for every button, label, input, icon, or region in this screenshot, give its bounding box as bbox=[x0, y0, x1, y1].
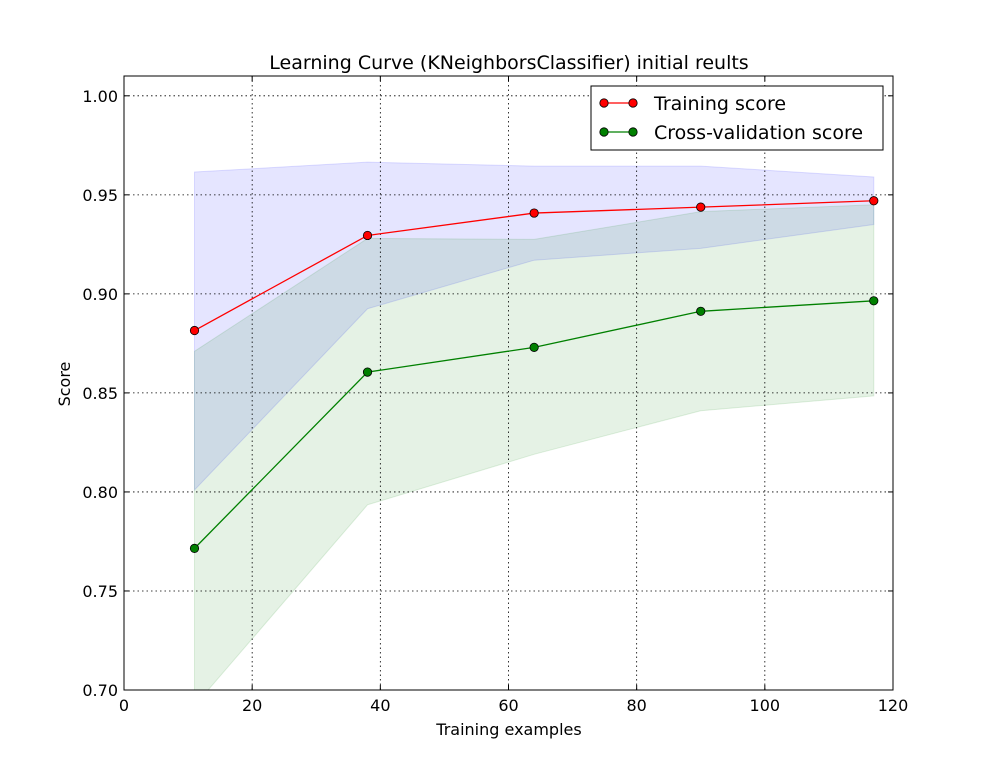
x-axis-ticks: 0 20 40 60 80 100 120 bbox=[119, 76, 908, 715]
x-tick-label: 20 bbox=[242, 696, 262, 715]
y-axis-title: Score bbox=[55, 362, 74, 407]
legend-label-cv: Cross-validation score bbox=[654, 122, 863, 144]
y-axis-ticks: 0.70 0.75 0.80 0.85 0.90 0.95 1.00 bbox=[82, 87, 893, 700]
data-point-training bbox=[529, 208, 539, 218]
data-point-training bbox=[362, 230, 373, 241]
legend-marker-training-left bbox=[599, 98, 609, 108]
data-point-training bbox=[869, 196, 879, 206]
band-training bbox=[193, 161, 875, 492]
data-point-cv bbox=[189, 543, 200, 553]
y-tick-label: 1.00 bbox=[82, 87, 118, 106]
y-tick-label: 0.70 bbox=[82, 681, 118, 700]
x-tick-label: 120 bbox=[878, 696, 909, 715]
legend-frame bbox=[590, 85, 884, 151]
x-tick-label: 100 bbox=[750, 696, 781, 715]
x-tick-label: 60 bbox=[498, 696, 518, 715]
legend-marker-cv-right bbox=[628, 127, 638, 137]
grid-lines bbox=[124, 76, 893, 690]
x-tick-label: 80 bbox=[626, 696, 646, 715]
x-axis-title: Training examples bbox=[435, 720, 581, 739]
y-tick-label: 0.75 bbox=[82, 582, 118, 601]
legend-marker-training-right bbox=[628, 98, 638, 108]
confidence-bands bbox=[193, 161, 875, 690]
legend-label-training: Training score bbox=[653, 93, 786, 115]
series-points bbox=[189, 196, 879, 553]
data-point-cv bbox=[696, 306, 706, 316]
y-tick-label: 0.85 bbox=[82, 384, 118, 403]
chart-title: Learning Curve (KNeighborsClassifier) in… bbox=[269, 52, 748, 74]
legend-marker-cv-left bbox=[599, 127, 609, 137]
x-tick-label: 0 bbox=[119, 696, 129, 715]
y-tick-label: 0.95 bbox=[82, 186, 118, 205]
y-tick-label: 0.90 bbox=[82, 285, 118, 304]
legend: Training score Cross-validation score bbox=[590, 85, 884, 151]
data-point-training bbox=[189, 325, 200, 336]
data-point-cv bbox=[529, 342, 539, 352]
x-tick-label: 40 bbox=[370, 696, 390, 715]
data-point-cv bbox=[362, 367, 373, 377]
band-cv bbox=[193, 204, 875, 690]
data-point-training bbox=[696, 202, 706, 212]
y-tick-label: 0.80 bbox=[82, 483, 118, 502]
data-point-cv bbox=[869, 296, 879, 306]
